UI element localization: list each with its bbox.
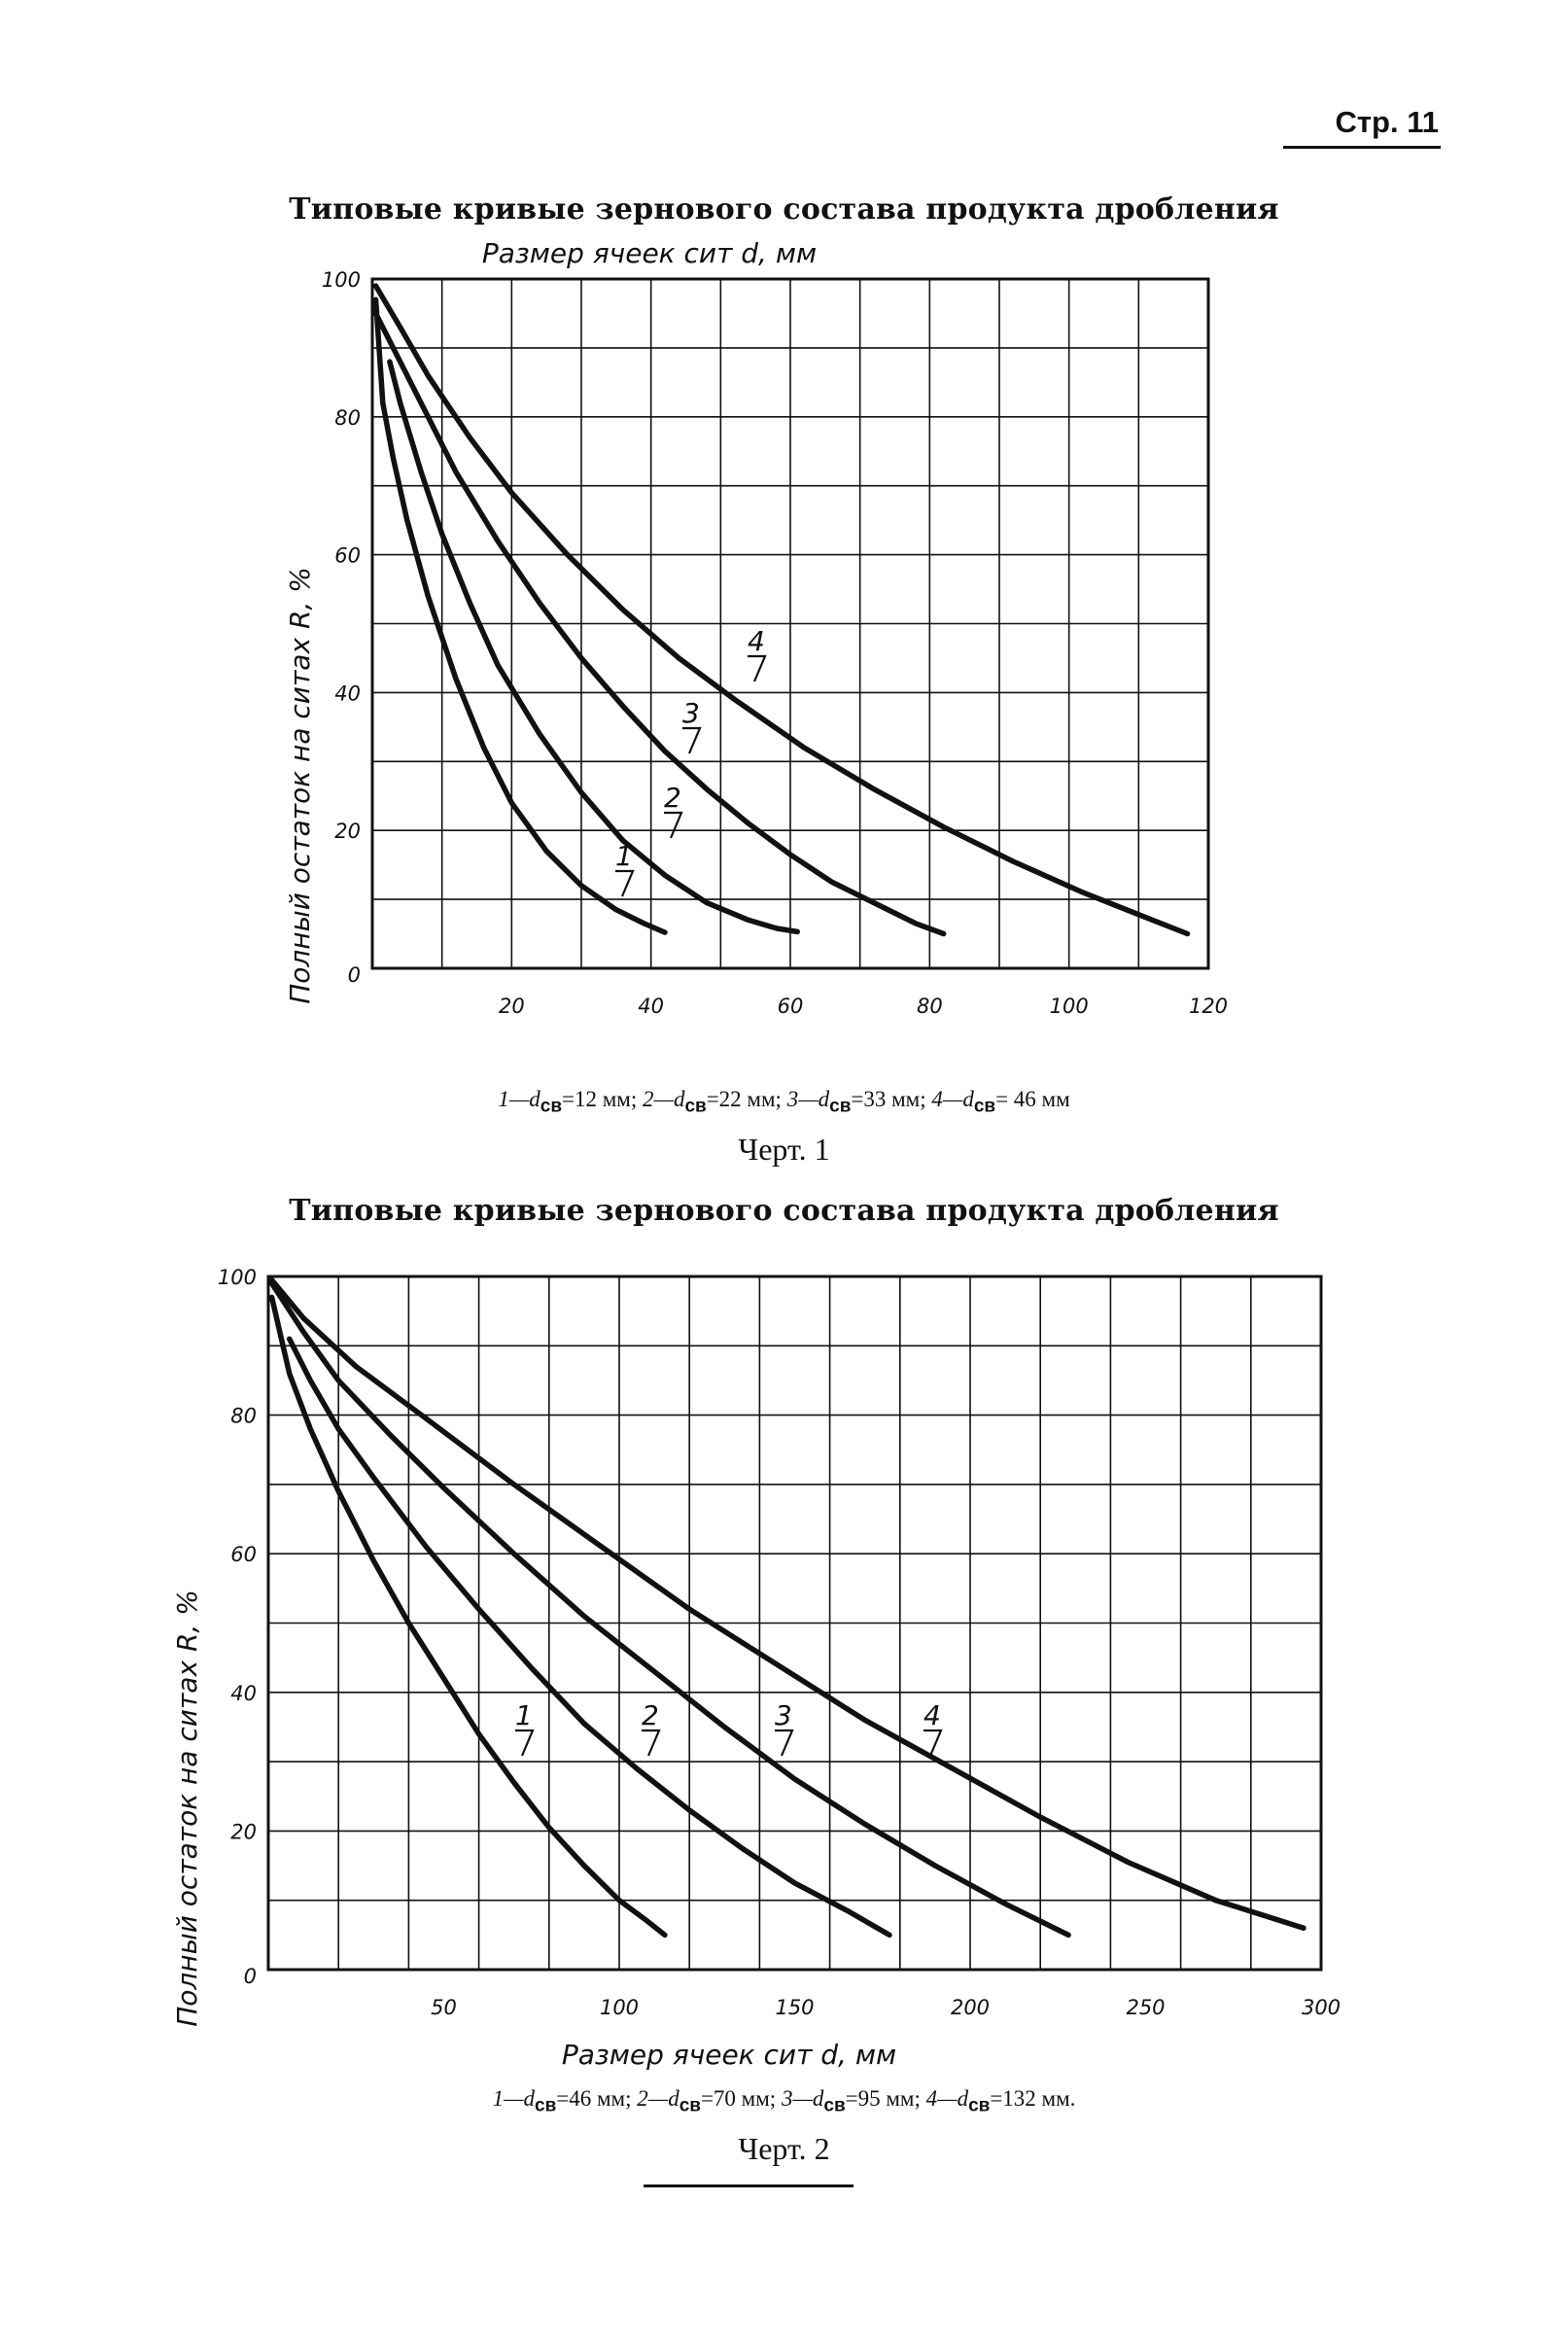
chart-1-curve-label-4: 4	[748, 625, 765, 657]
chart-1-y-axis-label: Полный остаток на ситах R, %	[284, 567, 316, 1004]
chart-1-caption: Черт. 1	[738, 1132, 830, 1167]
y-tick-label: 60	[230, 1543, 257, 1566]
chart-2-y-axis-label: Полный остаток на ситах R, %	[171, 1590, 203, 2027]
y-tick-label: 20	[230, 1820, 257, 1843]
chart-2-curve-label-3: 3	[775, 1699, 792, 1731]
chart-2-curve-label-4-leader	[923, 1729, 943, 1757]
chart-2-curve-label-2: 2	[642, 1699, 659, 1731]
curve-4	[268, 1276, 1307, 1931]
curve-3	[268, 1280, 1071, 1939]
chart-2-x-axis-label: Размер ячеек сит d, мм	[562, 2039, 896, 2071]
chart-1-curve-label-2: 2	[664, 782, 681, 814]
chart-2-curve-label-1: 1	[515, 1699, 533, 1731]
x-tick-label: 150	[775, 1996, 814, 2019]
x-tick-label: 250	[1126, 1996, 1165, 2019]
chart-2-legend-item-4: 4—dсв=132 мм.	[925, 2086, 1076, 2116]
y-tick-label: 20	[334, 820, 361, 843]
chart-2-curve-label-4: 4	[923, 1699, 941, 1731]
chart-1-ticks: 20 40 60 80 100 120 0 20 40 60 80 100	[322, 268, 1228, 1018]
x-tick-label: 100	[1050, 995, 1089, 1018]
page-number-underline	[1283, 146, 1441, 149]
chart-1-legend: 1—dсв=12 мм; 2—dсв=22 мм; 3—dсв=33 мм; 4…	[0, 1087, 1568, 1118]
chart-1-x-axis-label: Размер ячеек сит d, мм	[482, 237, 817, 269]
x-tick-label: 20	[499, 995, 525, 1018]
chart-2-legend-item-2: 2—dсв=70 мм;	[637, 2086, 777, 2116]
chart-2-ticks: 50 100 150 200 250 300 0 20 40 60 80 100	[218, 1266, 1341, 2019]
y-tick-label: 100	[218, 1266, 257, 1289]
plot-frame	[266, 1275, 1323, 1972]
curve-2	[387, 359, 800, 935]
chart-2-legend-item-1: 1—dсв=46 мм;	[492, 2086, 632, 2116]
chart-1-curves	[372, 283, 1191, 937]
y-tick-label: 40	[334, 681, 361, 705]
plot-frame	[370, 277, 1210, 970]
chart-2-title: Типовые кривые зернового состава продукт…	[289, 1194, 1279, 1228]
x-tick-label: 40	[638, 995, 664, 1018]
chart-1-legend-item-3: 3—dсв=33 мм;	[786, 1087, 926, 1117]
chart-2-grid	[266, 1275, 1323, 1972]
y-tick-label: 100	[322, 268, 361, 292]
x-tick-label: 200	[951, 1996, 990, 2019]
chart-1-legend-item-4: 4—dсв= 46 мм	[931, 1087, 1070, 1117]
chart-1: 1 2 3 4 20 40 60 80 100 120 0 20 40 60 80 100 Разме…	[284, 237, 1228, 1018]
y-tick-label: 0	[348, 963, 361, 987]
curve-4	[372, 283, 1191, 937]
y-tick-label: 40	[230, 1682, 257, 1705]
chart-1-curve-label-1-leader	[615, 869, 635, 897]
x-tick-label: 300	[1302, 1996, 1341, 2019]
chart-2-legend: 1—dсв=46 мм; 2—dсв=70 мм; 3—dсв=95 мм; 4…	[0, 2086, 1568, 2117]
y-tick-label: 0	[244, 1965, 257, 1988]
chart-2-caption: Черт. 2	[738, 2131, 830, 2166]
chart-1-curve-label-1: 1	[615, 840, 633, 872]
chart-2-curve-label-3-leader	[775, 1729, 794, 1757]
y-tick-label: 60	[334, 544, 361, 568]
chart-1-legend-item-2: 2—dсв=22 мм;	[643, 1087, 782, 1117]
y-tick-label: 80	[230, 1405, 257, 1428]
chart-2-curve-label-1-leader	[515, 1729, 535, 1757]
curve-1	[372, 297, 668, 935]
chart-1-curve-label-3-leader	[682, 726, 702, 754]
curve-1	[268, 1294, 668, 1939]
curve-3	[372, 310, 947, 937]
chart-1-curve-label-2-leader	[664, 811, 683, 839]
chart-1-legend-item-1: 1—dсв=12 мм;	[498, 1087, 638, 1117]
y-tick-label: 80	[334, 406, 361, 430]
chart-1-curve-label-3: 3	[682, 697, 700, 729]
chart-2-legend-item-3: 3—dсв=95 мм;	[781, 2086, 921, 2116]
page-number: Стр. 11	[1335, 105, 1439, 139]
x-tick-label: 60	[778, 995, 804, 1018]
chart-1-grid	[370, 277, 1210, 970]
x-tick-label: 100	[600, 1996, 639, 2019]
footer-underline	[644, 2184, 854, 2187]
chart-2: 1 2 3 4 50 100 150 200 250 300 0 20 40 60 80 100 Ра…	[171, 1266, 1341, 2071]
chart-2-curve-label-2-leader	[642, 1729, 661, 1757]
chart-1-title: Типовые кривые зернового состава продукт…	[289, 192, 1279, 227]
chart-1-curve-label-4-leader	[748, 654, 767, 682]
x-tick-label: 50	[431, 1996, 457, 2019]
curve-2	[286, 1336, 892, 1939]
chart-1-curve-markers: 1 2 3 4	[615, 625, 767, 897]
x-tick-label: 80	[917, 995, 943, 1018]
chart-2-curve-markers: 1 2 3 4	[515, 1699, 943, 1757]
chart-2-curves	[268, 1276, 1307, 1939]
x-tick-label: 120	[1189, 995, 1228, 1018]
